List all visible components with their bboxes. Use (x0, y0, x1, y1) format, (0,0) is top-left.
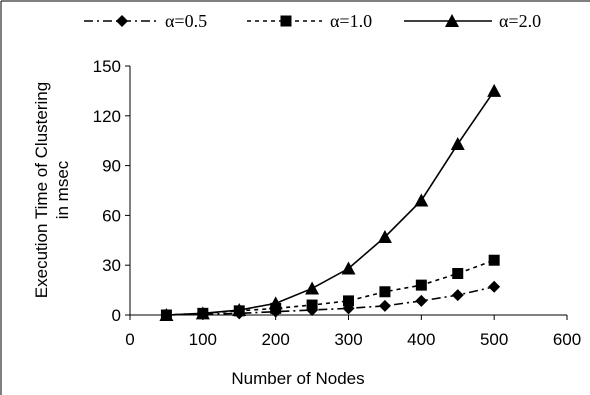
x-tick-label: 600 (553, 330, 581, 349)
y-tick-label: 0 (112, 306, 121, 325)
series-line-diamond (166, 286, 495, 316)
y-tick-label: 60 (102, 206, 121, 225)
diamond-marker (488, 280, 501, 293)
triangle-marker (414, 193, 429, 207)
legend-item-diamond: α=0.5 (84, 11, 207, 31)
triangle-marker (195, 306, 210, 320)
x-tick-label: 0 (125, 330, 134, 349)
y-tick-label: 150 (93, 57, 121, 76)
triangle-marker (268, 296, 283, 310)
x-tick-label: 500 (480, 330, 508, 349)
triangle-marker (341, 261, 356, 275)
diamond-marker (116, 15, 128, 27)
triangle-marker (232, 303, 247, 317)
legend-item-triangle: α=2.0 (404, 11, 541, 31)
triangle-marker (377, 229, 392, 243)
x-tick-label: 100 (189, 330, 217, 349)
series-layer (159, 83, 502, 321)
triangle-marker (445, 14, 459, 27)
series-triangle (159, 83, 502, 321)
square-marker (306, 299, 318, 311)
x-axis-title: Number of Nodes (231, 369, 364, 388)
y-tick-label: 120 (93, 107, 121, 126)
series-line-triangle (166, 90, 495, 316)
x-tick-label: 400 (407, 330, 435, 349)
diamond-marker (378, 299, 391, 312)
x-tick-label: 300 (334, 330, 362, 349)
y-tick-label: 30 (102, 256, 121, 275)
x-tick-label: 200 (261, 330, 289, 349)
y-axis-title-line-1: Execution Time of Clustering (32, 82, 51, 298)
square-marker (452, 268, 464, 279)
legend-label: α=2.0 (499, 11, 541, 31)
square-marker (343, 295, 354, 307)
legend-label: α=1.0 (330, 11, 372, 31)
square-marker (415, 279, 427, 291)
triangle-marker (305, 281, 320, 295)
y-axis-title-line-2: in msec (53, 160, 72, 219)
triangle-marker (159, 308, 174, 321)
diamond-marker (415, 294, 428, 307)
axes: 0 30 60 90 120 150 0 100 200 300 400 500 600 (93, 57, 582, 349)
diamond-marker (451, 289, 464, 302)
triangle-marker (450, 137, 465, 151)
legend-label: α=0.5 (165, 11, 207, 31)
triangle-marker (487, 83, 502, 97)
square-marker (488, 254, 500, 266)
y-tick-label: 90 (102, 157, 121, 176)
legend: α=0.5 α=1.0 α=2.0 (84, 11, 541, 31)
square-marker (280, 15, 292, 27)
legend-item-square: α=1.0 (247, 11, 372, 31)
square-marker (379, 286, 391, 298)
